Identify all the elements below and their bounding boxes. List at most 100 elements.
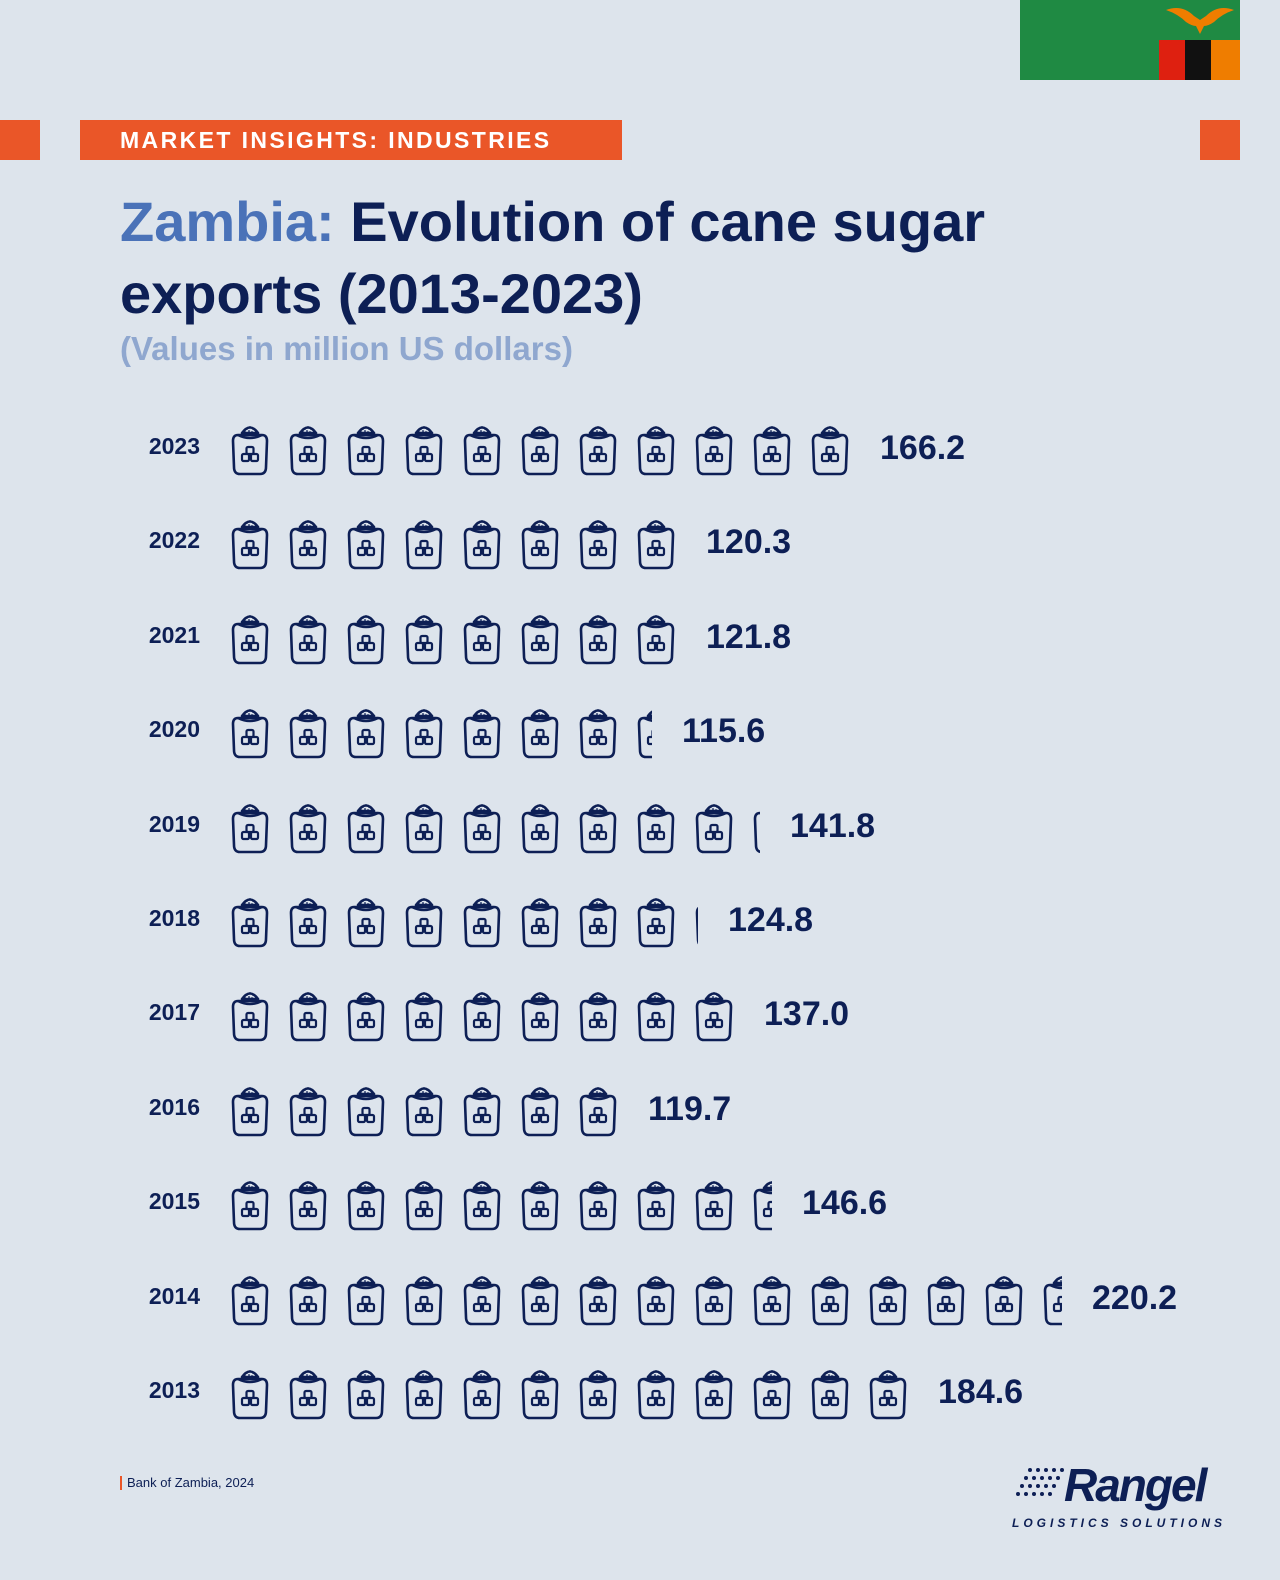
chart-row: 2023	[0, 405, 1280, 485]
year-label: 2017	[148, 999, 200, 1026]
sugar-sack-icon	[404, 893, 444, 949]
sugar-sack-icon	[694, 1271, 734, 1327]
sugar-sack-icon	[404, 1271, 444, 1327]
sugar-sack-icon	[520, 799, 560, 855]
sugar-sack-icon	[404, 799, 444, 855]
value-label: 124.8	[728, 901, 814, 939]
chart-row: 2016	[0, 1066, 1280, 1146]
sugar-sack-icon	[752, 1176, 772, 1232]
sugar-sack-icon	[984, 1271, 1024, 1327]
year-label: 2013	[148, 1377, 200, 1403]
sugar-sack-icon	[578, 1082, 618, 1138]
sugar-sack-icon	[462, 1365, 502, 1421]
sugar-sack-icon	[578, 1271, 618, 1327]
year-label: 2018	[148, 905, 200, 931]
sugar-sack-icon	[404, 515, 444, 571]
sugar-sack-icon	[288, 421, 328, 477]
sugar-sack-icon	[288, 1082, 328, 1138]
logo-dots-icon	[1016, 1468, 1064, 1496]
sugar-sack-icon	[462, 421, 502, 477]
sugar-sack-icon	[346, 1271, 386, 1327]
sugar-sack-icon	[578, 799, 618, 855]
sugar-sack-icon	[288, 987, 328, 1043]
sugar-sack-icon	[346, 1082, 386, 1138]
sugar-sack-icon	[462, 704, 502, 760]
value-label: 166.2	[880, 429, 966, 467]
value-label: 115.6	[682, 712, 766, 751]
sugar-sack-icon	[346, 515, 386, 571]
sugar-sack-icon	[752, 421, 792, 477]
value-label: 184.6	[938, 1373, 1024, 1411]
chart-row: 2013	[0, 1349, 1280, 1429]
sugar-sack-icon	[636, 1176, 676, 1232]
sugar-sack-icon	[462, 799, 502, 855]
sugar-sack-icon	[636, 1365, 676, 1421]
sugar-sack-icon	[578, 704, 618, 760]
sugar-sack-icon	[520, 515, 560, 571]
sugar-sack-icon	[636, 610, 676, 666]
sugar-sack-icon	[694, 421, 734, 477]
sugar-sack-icon	[346, 987, 386, 1043]
source-note: Bank of Zambia, 2024	[120, 1476, 254, 1490]
chart-subtitle: (Values in million US dollars)	[120, 330, 573, 367]
year-label: 2020	[148, 716, 200, 743]
sugar-sack-icon	[578, 1365, 618, 1421]
year-label: 2023	[148, 433, 200, 459]
sugar-sack-icon	[462, 1271, 502, 1327]
sugar-sack-icon	[810, 1271, 850, 1327]
sugar-sack-icon	[462, 515, 502, 571]
sugar-sack-icon	[520, 1176, 560, 1232]
sugar-sack-icon	[404, 1365, 444, 1421]
sugar-sack-icon	[520, 1082, 560, 1138]
year-label: 2021	[148, 621, 200, 648]
sugar-sack-icon	[288, 515, 328, 571]
sugar-sack-icon	[462, 1176, 502, 1232]
sugar-sack-icon	[404, 610, 444, 666]
sugar-sack-icon	[520, 610, 560, 666]
eagle-icon	[1166, 8, 1234, 34]
chart-row: 2021	[0, 594, 1280, 674]
sugar-sack-icon	[520, 1365, 560, 1421]
rangel-logo: Rangel LOGISTICS SOLUTIONS	[1010, 1458, 1240, 1538]
sugar-sack-icon	[926, 1271, 966, 1327]
sugar-sack-icon	[288, 1365, 328, 1421]
sugar-sack-icon	[230, 1176, 270, 1232]
sugar-sack-icon	[462, 610, 502, 666]
sugar-sack-icon	[694, 1176, 734, 1232]
sugar-sack-icon	[404, 421, 444, 477]
year-label: 2015	[148, 1188, 200, 1215]
value-label: 146.6	[802, 1184, 888, 1223]
value-label: 120.3	[706, 523, 792, 562]
sugar-sack-icon	[578, 1176, 618, 1232]
sugar-sack-icon	[462, 987, 502, 1043]
sugar-sack-icon	[578, 987, 618, 1043]
sugar-sack-icon	[868, 1365, 908, 1421]
sugar-sack-icon	[868, 1271, 908, 1327]
sugar-sack-icon	[694, 1365, 734, 1421]
flag-stripe-black	[1185, 40, 1211, 80]
sugar-sack-icon	[346, 1365, 386, 1421]
sugar-sack-icon	[404, 987, 444, 1043]
sugar-sack-icon	[230, 421, 270, 477]
sugar-sack-icon	[636, 1271, 676, 1327]
sugar-sack-icon	[520, 987, 560, 1043]
sugar-sack-icon	[578, 515, 618, 571]
sugar-sack-icon	[230, 1365, 270, 1421]
sugar-sack-icon	[346, 1176, 386, 1232]
year-label: 2016	[148, 1093, 200, 1120]
sugar-sack-icon	[636, 799, 676, 855]
sugar-sack-icon	[288, 610, 328, 666]
sugar-sack-icon	[752, 1271, 792, 1327]
year-label: 2014	[148, 1282, 200, 1309]
sugar-sack-icon	[1042, 1271, 1062, 1327]
sugar-sack-icon	[288, 799, 328, 855]
sugar-sack-icon	[520, 1271, 560, 1327]
sugar-sack-icon	[288, 893, 328, 949]
sugar-sack-icon	[404, 1176, 444, 1232]
sugar-sack-icon	[230, 1082, 270, 1138]
sugar-sack-icon	[288, 704, 328, 760]
sugar-sack-icon	[752, 1365, 792, 1421]
year-label: 2022	[148, 527, 200, 554]
title-text: Evolution of cane sugar exports (2013-20…	[120, 190, 986, 325]
sugar-sack-icon	[636, 704, 652, 760]
